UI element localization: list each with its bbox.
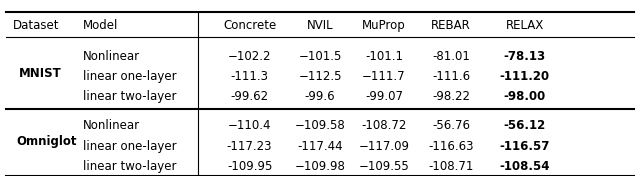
Text: −101.5: −101.5 — [298, 50, 342, 63]
Text: -99.6: -99.6 — [305, 90, 335, 103]
Text: -99.62: -99.62 — [230, 90, 269, 103]
Text: linear one-layer: linear one-layer — [83, 140, 177, 153]
Text: -56.12: -56.12 — [504, 119, 546, 132]
Text: -117.44: -117.44 — [297, 140, 343, 153]
Text: -108.54: -108.54 — [500, 160, 550, 173]
Text: -98.00: -98.00 — [504, 90, 546, 103]
Text: -116.63: -116.63 — [428, 140, 474, 153]
Text: Omniglot: Omniglot — [16, 135, 77, 148]
Text: -111.20: -111.20 — [500, 70, 550, 83]
Text: Nonlinear: Nonlinear — [83, 119, 140, 132]
Text: −117.09: −117.09 — [358, 140, 410, 153]
Text: -109.95: -109.95 — [227, 160, 272, 173]
Text: RELAX: RELAX — [506, 19, 544, 32]
Text: Concrete: Concrete — [223, 19, 276, 32]
Text: linear one-layer: linear one-layer — [83, 70, 177, 83]
Text: -116.57: -116.57 — [500, 140, 550, 153]
Text: -99.07: -99.07 — [365, 90, 403, 103]
Text: −110.4: −110.4 — [228, 119, 271, 132]
Text: linear two-layer: linear two-layer — [83, 90, 177, 103]
Text: NVIL: NVIL — [307, 19, 333, 32]
Text: MuProp: MuProp — [362, 19, 406, 32]
Text: -56.76: -56.76 — [432, 119, 470, 132]
Text: -111.3: -111.3 — [230, 70, 269, 83]
Text: -117.23: -117.23 — [227, 140, 273, 153]
Text: -111.6: -111.6 — [432, 70, 470, 83]
Text: -108.71: -108.71 — [429, 160, 474, 173]
Text: Nonlinear: Nonlinear — [83, 50, 140, 63]
Text: MNIST: MNIST — [19, 67, 62, 80]
Text: -81.01: -81.01 — [432, 50, 470, 63]
Text: −109.58: −109.58 — [294, 119, 346, 132]
Text: -101.1: -101.1 — [365, 50, 403, 63]
Text: Model: Model — [83, 19, 118, 32]
Text: −112.5: −112.5 — [298, 70, 342, 83]
Text: REBAR: REBAR — [431, 19, 471, 32]
Text: −109.55: −109.55 — [358, 160, 410, 173]
Text: −111.7: −111.7 — [362, 70, 406, 83]
Text: −109.98: −109.98 — [294, 160, 346, 173]
Text: Dataset: Dataset — [13, 19, 60, 32]
Text: linear two-layer: linear two-layer — [83, 160, 177, 173]
Text: −102.2: −102.2 — [228, 50, 271, 63]
Text: -108.72: -108.72 — [362, 119, 406, 132]
Text: -78.13: -78.13 — [504, 50, 546, 63]
Text: -98.22: -98.22 — [432, 90, 470, 103]
